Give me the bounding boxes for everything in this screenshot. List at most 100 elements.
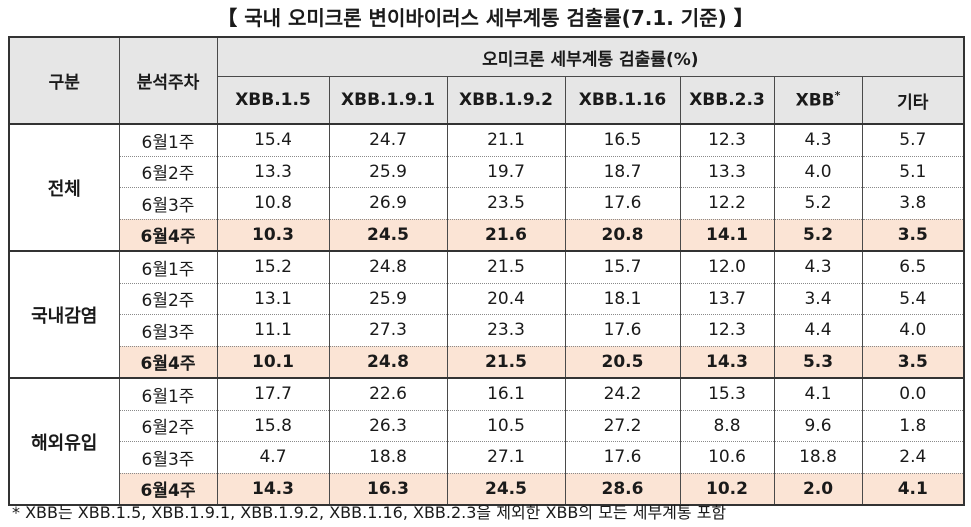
table-row: 6월4주 10.1 24.8 21.5 20.5 14.3 5.3 3.5	[9, 345, 965, 379]
value-cell: 2.4	[861, 441, 965, 474]
value-cell: 3.4	[773, 282, 863, 315]
week-cell: 6월4주	[118, 345, 218, 379]
value-cell: 4.1	[861, 472, 965, 506]
value-cell: 23.5	[446, 187, 566, 220]
value-cell: 3.8	[861, 187, 965, 220]
group-label: 국내감염	[8, 250, 120, 379]
value-cell: 2.0	[773, 472, 863, 506]
week-cell: 6월4주	[118, 218, 218, 252]
value-cell: 4.3	[773, 123, 863, 157]
lineage-span-header: 오미크론 세부계통 검출률(%)	[216, 36, 965, 77]
column-header: XBB.2.3	[679, 76, 775, 125]
value-cell: 13.3	[679, 155, 775, 188]
column-header: XBB*	[773, 76, 863, 125]
value-cell: 5.3	[773, 345, 863, 379]
value-cell: 10.2	[679, 472, 775, 506]
column-header: XBB.1.9.2	[446, 76, 566, 125]
value-cell: 24.2	[564, 377, 681, 411]
value-cell: 12.2	[679, 187, 775, 220]
column-header: XBB.1.16	[564, 76, 681, 125]
value-cell: 15.8	[216, 409, 330, 442]
value-cell: 19.7	[446, 155, 566, 188]
value-cell: 6.5	[861, 250, 965, 284]
value-cell: 21.5	[446, 250, 566, 284]
table-row: 6월3주 11.1 27.3 23.3 17.6 12.3 4.4 4.0	[9, 314, 965, 347]
table-row: 전체 6월1주 15.4 24.7 21.1 16.5 12.3 4.3 5.7	[8, 123, 965, 252]
value-cell: 4.3	[773, 250, 863, 284]
value-cell: 25.9	[328, 282, 448, 315]
value-cell: 24.7	[328, 123, 448, 157]
value-cell: 26.3	[328, 409, 448, 442]
week-cell: 6월1주	[118, 123, 218, 157]
value-cell: 21.1	[446, 123, 566, 157]
value-cell: 3.5	[861, 345, 965, 379]
value-cell: 5.2	[773, 187, 863, 220]
value-cell: 24.8	[328, 345, 448, 379]
value-cell: 13.7	[679, 282, 775, 315]
value-cell: 24.5	[328, 218, 448, 252]
value-cell: 4.7	[216, 441, 330, 474]
column-header: XBB.1.9.1	[328, 76, 448, 125]
value-cell: 27.2	[564, 409, 681, 442]
value-cell: 16.3	[328, 472, 448, 506]
value-cell: 14.1	[679, 218, 775, 252]
value-cell: 5.7	[861, 123, 965, 157]
value-cell: 15.7	[564, 250, 681, 284]
value-cell: 16.1	[446, 377, 566, 411]
value-cell: 20.8	[564, 218, 681, 252]
page-title: 【 국내 오미크론 변이바이러스 세부계통 검출률(7.1. 기준) 】	[217, 6, 754, 30]
value-cell: 5.1	[861, 155, 965, 188]
table-row: 6월2주 13.3 25.9 19.7 18.7 13.3 4.0 5.1	[9, 155, 965, 188]
value-cell: 27.3	[328, 314, 448, 347]
value-cell: 4.0	[773, 155, 863, 188]
value-cell: 20.5	[564, 345, 681, 379]
value-cell: 5.4	[861, 282, 965, 315]
value-cell: 0.0	[861, 377, 965, 411]
week-cell: 6월1주	[118, 250, 218, 284]
value-cell: 8.8	[679, 409, 775, 442]
value-cell: 20.4	[446, 282, 566, 315]
value-cell: 18.8	[328, 441, 448, 474]
value-cell: 1.8	[861, 409, 965, 442]
value-cell: 10.6	[679, 441, 775, 474]
week-cell: 6월4주	[118, 472, 218, 506]
week-cell: 6월2주	[118, 155, 218, 188]
value-cell: 17.7	[216, 377, 330, 411]
value-cell: 4.1	[773, 377, 863, 411]
value-cell: 9.6	[773, 409, 863, 442]
column-header: XBB.1.5	[216, 76, 330, 125]
group-header: 구분	[8, 36, 120, 125]
table-row: 6월3주 4.7 18.8 27.1 17.6 10.6 18.8 2.4	[9, 441, 965, 474]
value-cell: 22.6	[328, 377, 448, 411]
detection-rate-table: 구분 분석주차 오미크론 세부계통 검출률(%) XBB.1.5 XBB.1.9.…	[8, 36, 966, 506]
value-cell: 17.6	[564, 441, 681, 474]
value-cell: 27.1	[446, 441, 566, 474]
value-cell: 15.2	[216, 250, 330, 284]
value-cell: 21.6	[446, 218, 566, 252]
value-cell: 18.1	[564, 282, 681, 315]
value-cell: 12.0	[679, 250, 775, 284]
value-cell: 13.3	[216, 155, 330, 188]
value-cell: 21.5	[446, 345, 566, 379]
value-cell: 10.1	[216, 345, 330, 379]
table-row: 6월4주 14.3 16.3 24.5 28.6 10.2 2.0 4.1	[9, 472, 965, 506]
value-cell: 18.8	[773, 441, 863, 474]
week-header: 분석주차	[118, 36, 218, 125]
table-row: 6월4주 10.3 24.5 21.6 20.8 14.1 5.2 3.5	[9, 218, 965, 252]
value-cell: 13.1	[216, 282, 330, 315]
value-cell: 14.3	[679, 345, 775, 379]
value-cell: 23.3	[446, 314, 566, 347]
week-cell: 6월2주	[118, 409, 218, 442]
footnote: * XBB는 XBB.1.5, XBB.1.9.1, XBB.1.9.2, XB…	[12, 503, 727, 522]
week-cell: 6월3주	[118, 187, 218, 220]
week-cell: 6월2주	[118, 282, 218, 315]
column-header: 기타	[861, 76, 965, 125]
value-cell: 12.3	[679, 314, 775, 347]
value-cell: 15.4	[216, 123, 330, 157]
value-cell: 10.5	[446, 409, 566, 442]
value-cell: 16.5	[564, 123, 681, 157]
value-cell: 17.6	[564, 187, 681, 220]
table-row: 6월2주 15.8 26.3 10.5 27.2 8.8 9.6 1.8	[9, 409, 965, 442]
group-label: 해외유입	[8, 377, 120, 506]
value-cell: 18.7	[564, 155, 681, 188]
